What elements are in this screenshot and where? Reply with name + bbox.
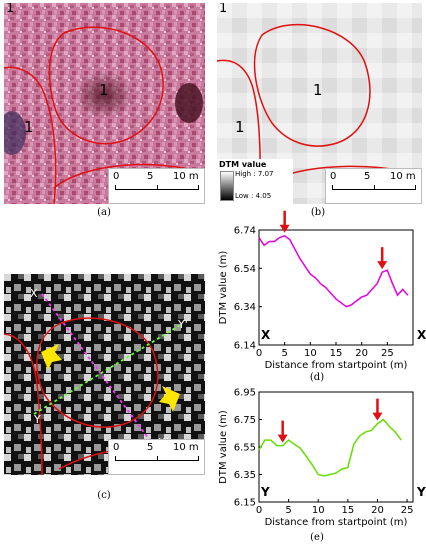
crown-label: 1 xyxy=(24,118,34,136)
y-tick-label: 6.54 xyxy=(234,264,256,275)
caption-e: (e) xyxy=(310,532,324,543)
tree-crown-outline xyxy=(36,317,159,428)
x-tick-label: 25 xyxy=(381,348,394,359)
panel-a-image: 1 1 1 0 5 10 m xyxy=(4,3,205,204)
transect-end-label: Y’ xyxy=(416,485,426,499)
point-label: X xyxy=(30,287,38,300)
x-tick-label: 5 xyxy=(281,348,287,359)
transect-end-label: X’ xyxy=(417,328,426,342)
scale-bar: 0 5 10 m xyxy=(108,439,205,475)
plot-frame xyxy=(258,391,414,503)
transect-start-label: X xyxy=(261,328,271,342)
caption-d: (d) xyxy=(309,372,325,383)
crown-label: 1 xyxy=(235,118,245,136)
x-tick-label: 0 xyxy=(256,348,262,359)
chart-d-svg: 0 5 10 15 20 25 6.74 6.54 6.34 6.14 X X’ Distance fr… xyxy=(218,210,426,371)
x-tick-label: 10 xyxy=(304,348,317,359)
scale-tick: 5 xyxy=(364,171,371,182)
x-tick-label: 15 xyxy=(341,505,354,516)
chart-d: 0 5 10 15 20 25 6.74 6.54 6.34 6.14 X X’ Distance fr… xyxy=(212,210,426,378)
x-tick-label: 20 xyxy=(371,505,384,516)
red-arrow-head-icon xyxy=(377,261,388,270)
panel-a-svg xyxy=(4,3,205,204)
x-tick-label: 25 xyxy=(401,505,414,516)
point-label: Y xyxy=(34,413,41,426)
y-tick-label: 6.74 xyxy=(234,226,256,237)
legend-high: High : 7.07 xyxy=(235,170,274,178)
y-tick-label: 6.15 xyxy=(234,498,256,509)
tree-crown-outline xyxy=(4,333,43,475)
caption-a: (a) xyxy=(97,207,111,218)
panel-c-image: X X' Y Y' 0 5 10 m xyxy=(4,274,205,475)
legend-gradient xyxy=(220,171,234,201)
legend-low: Low : 4.05 xyxy=(235,192,272,200)
y-tick-label: 6.14 xyxy=(234,341,256,352)
scale-tick: 0 xyxy=(330,171,337,182)
transect-x xyxy=(41,293,155,447)
y-axis-label: DTM value (m) xyxy=(218,410,229,484)
y-tick-label: 6.95 xyxy=(234,388,256,399)
crown-label: 1 xyxy=(99,81,109,99)
tree-crown-outline xyxy=(253,23,371,147)
red-arrow-head-icon xyxy=(279,224,290,233)
y-axis-label: DTM value (m) xyxy=(218,251,229,325)
yellow-arrow-icon xyxy=(41,344,62,370)
x-axis-label: Distance from startpoint (m) xyxy=(265,360,408,371)
scale-tick: 0 xyxy=(113,442,120,453)
chart-e: 0 5 10 15 20 25 6.95 6.75 6.55 6.35 6.15 Y Y’ Distanc… xyxy=(212,384,426,529)
red-arrow-head-icon xyxy=(277,434,288,443)
crown-label: 1 xyxy=(313,81,323,99)
tree-crown-outline xyxy=(4,66,57,204)
y-tick-label: 6.75 xyxy=(234,415,256,426)
caption-b: (b) xyxy=(310,207,326,218)
series-line xyxy=(258,234,409,308)
x-tick-label: 20 xyxy=(355,348,368,359)
chart-e-svg: 0 5 10 15 20 25 6.95 6.75 6.55 6.35 6.15 Y Y’ Distanc… xyxy=(218,388,426,529)
caption-c: (c) xyxy=(97,490,111,501)
scale-tick: 5 xyxy=(147,442,154,453)
scale-tick: 5 xyxy=(147,171,154,182)
x-tick-label: 15 xyxy=(330,348,343,359)
y-tick-label: 6.55 xyxy=(234,443,256,454)
series-line xyxy=(258,418,402,477)
yellow-arrow-icon xyxy=(159,386,180,412)
y-tick-label: 6.34 xyxy=(234,302,256,313)
legend-title: DTM value xyxy=(219,160,267,169)
scale-tick: 10 m xyxy=(173,442,199,453)
crown-label: 1 xyxy=(6,3,15,16)
x-tick-label: 5 xyxy=(285,505,291,516)
red-arrow-head-icon xyxy=(372,412,383,421)
scale-tick: 10 m xyxy=(173,171,199,182)
y-tick-label: 6.35 xyxy=(234,470,256,481)
crown-label: 1 xyxy=(219,3,228,16)
scale-bar: 0 5 10 m xyxy=(108,168,205,204)
transect-start-label: Y xyxy=(260,485,270,499)
scale-tick: 10 m xyxy=(390,171,416,182)
panel-b-image: 1 1 1 DTM value High : 7.07 Low : 4.05 0… xyxy=(217,3,422,204)
transect-y xyxy=(33,323,183,415)
dtm-legend: DTM value High : 7.07 Low : 4.05 xyxy=(217,159,293,204)
x-tick-label: 0 xyxy=(256,505,262,516)
scale-bar: 0 5 10 m xyxy=(325,168,422,204)
tree-crown-outline xyxy=(48,26,164,145)
x-tick-label: 10 xyxy=(312,505,325,516)
x-axis-label: Distance from startpoint (m) xyxy=(265,517,408,528)
point-label: Y' xyxy=(178,318,188,331)
scale-tick: 0 xyxy=(113,171,120,182)
plot-frame xyxy=(258,229,414,346)
